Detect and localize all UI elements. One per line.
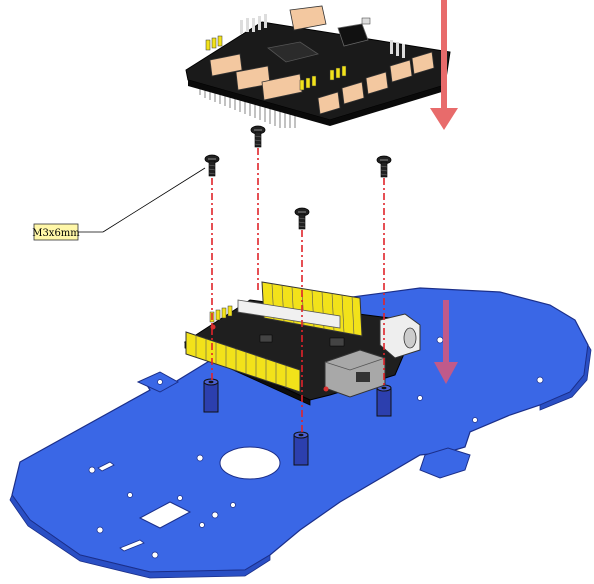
- chassis-hole: [127, 492, 133, 498]
- chassis-plate-edge: [9, 494, 271, 579]
- header-pins-left: [185, 331, 301, 393]
- chassis-hole: [536, 376, 544, 384]
- screw-callout: M3x6mm: [32, 167, 206, 241]
- chassis-plate-edge-right: [539, 343, 592, 411]
- screws: [204, 125, 392, 230]
- power-switch: [337, 23, 369, 47]
- chassis-hole: [436, 336, 444, 344]
- standoff: [376, 384, 392, 417]
- chassis-hole: [230, 502, 236, 508]
- screw-icon: [294, 207, 310, 230]
- shield-board-edge: [188, 80, 330, 126]
- chassis-hole: [472, 417, 478, 423]
- chassis-slot: [119, 539, 145, 552]
- chassis-hole: [196, 454, 204, 462]
- controller-board: [183, 281, 421, 406]
- chassis-hole: [177, 495, 183, 501]
- down-arrow-icon: [430, 0, 458, 130]
- standoffs: [203, 378, 392, 466]
- chassis-hole: [151, 551, 159, 559]
- chassis-hole: [157, 379, 163, 385]
- callout-label: M3x6mm: [32, 228, 80, 239]
- shield-board: [185, 5, 451, 128]
- chassis-tab-right: [419, 447, 471, 479]
- chassis-rect-cutout: [138, 501, 192, 529]
- chassis-hole: [211, 511, 219, 519]
- socket-row: [237, 299, 341, 329]
- standoff: [293, 431, 309, 466]
- callout-leader-line: [102, 167, 206, 233]
- chassis-hole: [417, 395, 423, 401]
- down-arrow-icon: [434, 300, 458, 384]
- screw-icon: [204, 154, 220, 177]
- chassis-slot: [97, 461, 115, 472]
- screw-icon: [250, 125, 266, 148]
- callout-label-box: [33, 223, 79, 241]
- chassis-center-hole: [219, 446, 281, 480]
- chassis-hole: [96, 526, 104, 534]
- shield-chip: [267, 41, 319, 63]
- chassis-hole: [88, 466, 96, 474]
- alignment-guides: [211, 148, 385, 435]
- standoff: [203, 378, 219, 413]
- shield-connectors: [209, 5, 435, 115]
- chassis-hole: [199, 522, 205, 528]
- screw-icon: [376, 155, 392, 178]
